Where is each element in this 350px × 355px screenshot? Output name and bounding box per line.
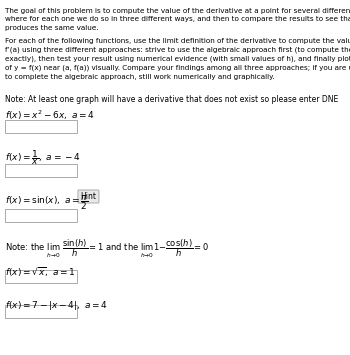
- FancyBboxPatch shape: [5, 270, 77, 283]
- FancyBboxPatch shape: [5, 120, 77, 133]
- Text: For each of the following functions, use the limit definition of the derivative : For each of the following functions, use…: [5, 38, 350, 80]
- Text: $f(x) = x^2 - 6x,\ a = 4$: $f(x) = x^2 - 6x,\ a = 4$: [5, 109, 95, 122]
- Text: Note: At least one graph will have a derivative that does not exist so please en: Note: At least one graph will have a der…: [5, 95, 338, 104]
- Text: Hint: Hint: [80, 192, 97, 201]
- FancyBboxPatch shape: [78, 190, 99, 203]
- FancyBboxPatch shape: [5, 164, 77, 177]
- Text: $f(x) = \sqrt{x},\ a = 1$: $f(x) = \sqrt{x},\ a = 1$: [5, 265, 76, 279]
- Text: $f(x) = \dfrac{1}{x},\ a = -4$: $f(x) = \dfrac{1}{x},\ a = -4$: [5, 148, 81, 167]
- FancyBboxPatch shape: [5, 305, 77, 318]
- Text: $f(x) = \sin(x),\ a = \dfrac{\pi}{2}$: $f(x) = \sin(x),\ a = \dfrac{\pi}{2}$: [5, 193, 89, 212]
- FancyBboxPatch shape: [5, 209, 77, 222]
- Text: The goal of this problem is to compute the value of the derivative at a point fo: The goal of this problem is to compute t…: [5, 8, 350, 31]
- Text: Note: the $\lim_{h \to 0}\ \dfrac{\sin(h)}{h} = 1$ and the $\lim_{h \to 0} 1 - \: Note: the $\lim_{h \to 0}\ \dfrac{\sin(h…: [5, 238, 210, 260]
- Text: $f(x) = 7 - |x - 4|,\ a = 4$: $f(x) = 7 - |x - 4|,\ a = 4$: [5, 299, 108, 312]
